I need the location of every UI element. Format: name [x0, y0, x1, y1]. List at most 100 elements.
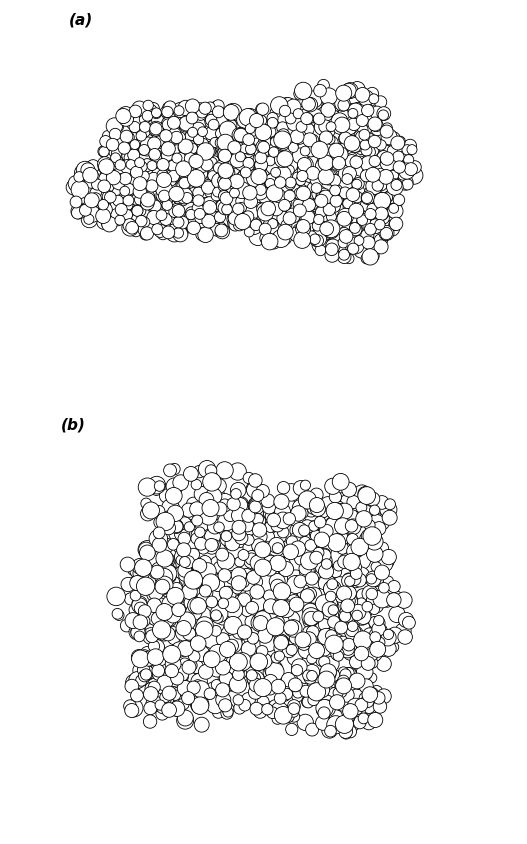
Circle shape	[314, 210, 326, 222]
Circle shape	[387, 179, 399, 191]
Circle shape	[290, 532, 304, 545]
Circle shape	[218, 178, 229, 189]
Circle shape	[296, 221, 310, 236]
Circle shape	[239, 700, 251, 711]
Circle shape	[257, 695, 269, 707]
Circle shape	[230, 596, 248, 614]
Circle shape	[184, 153, 196, 165]
Circle shape	[113, 121, 124, 132]
Circle shape	[306, 723, 318, 736]
Circle shape	[81, 212, 97, 228]
Circle shape	[330, 566, 341, 577]
Circle shape	[275, 166, 291, 182]
Circle shape	[302, 133, 317, 147]
Circle shape	[242, 204, 259, 221]
Circle shape	[237, 111, 253, 128]
Circle shape	[334, 147, 348, 161]
Circle shape	[302, 608, 320, 626]
Circle shape	[190, 695, 209, 713]
Circle shape	[152, 538, 167, 552]
Circle shape	[148, 137, 161, 150]
Circle shape	[209, 574, 220, 584]
Circle shape	[169, 187, 184, 202]
Circle shape	[189, 154, 203, 169]
Circle shape	[269, 187, 279, 197]
Circle shape	[329, 175, 341, 187]
Circle shape	[307, 182, 317, 192]
Circle shape	[296, 94, 309, 106]
Circle shape	[228, 212, 241, 225]
Circle shape	[306, 587, 322, 603]
Circle shape	[211, 224, 223, 236]
Circle shape	[250, 653, 268, 671]
Circle shape	[213, 163, 223, 173]
Circle shape	[382, 123, 393, 133]
Circle shape	[255, 146, 268, 160]
Circle shape	[156, 210, 167, 220]
Circle shape	[281, 689, 292, 700]
Circle shape	[376, 657, 392, 671]
Circle shape	[321, 559, 332, 569]
Circle shape	[147, 160, 157, 170]
Circle shape	[367, 220, 378, 232]
Circle shape	[257, 652, 268, 663]
Circle shape	[259, 135, 271, 148]
Circle shape	[369, 106, 384, 121]
Circle shape	[111, 153, 120, 163]
Circle shape	[294, 88, 306, 100]
Circle shape	[333, 587, 348, 603]
Circle shape	[219, 149, 232, 162]
Circle shape	[387, 592, 401, 607]
Circle shape	[287, 650, 302, 665]
Circle shape	[122, 216, 133, 226]
Circle shape	[226, 120, 237, 131]
Circle shape	[107, 587, 125, 606]
Circle shape	[215, 138, 225, 148]
Circle shape	[232, 527, 246, 541]
Circle shape	[102, 131, 113, 142]
Circle shape	[349, 573, 361, 586]
Circle shape	[175, 566, 188, 579]
Circle shape	[352, 567, 369, 585]
Circle shape	[224, 676, 239, 691]
Circle shape	[321, 103, 335, 117]
Circle shape	[325, 635, 343, 653]
Circle shape	[325, 248, 339, 262]
Circle shape	[274, 640, 290, 656]
Circle shape	[233, 197, 243, 207]
Circle shape	[168, 580, 183, 595]
Circle shape	[337, 586, 352, 601]
Circle shape	[189, 684, 204, 699]
Circle shape	[386, 157, 397, 167]
Circle shape	[245, 227, 254, 237]
Circle shape	[320, 666, 336, 682]
Circle shape	[305, 146, 317, 157]
Circle shape	[330, 185, 340, 196]
Circle shape	[109, 201, 123, 214]
Circle shape	[190, 631, 204, 646]
Circle shape	[120, 619, 133, 632]
Circle shape	[302, 123, 314, 135]
Circle shape	[202, 180, 214, 192]
Circle shape	[148, 610, 163, 625]
Circle shape	[366, 246, 377, 256]
Circle shape	[184, 571, 202, 589]
Circle shape	[397, 175, 413, 190]
Circle shape	[169, 206, 180, 218]
Circle shape	[286, 177, 296, 188]
Circle shape	[382, 511, 397, 525]
Circle shape	[391, 180, 402, 192]
Circle shape	[207, 502, 220, 515]
Circle shape	[318, 155, 334, 170]
Circle shape	[106, 138, 119, 151]
Circle shape	[339, 610, 351, 622]
Circle shape	[278, 601, 295, 618]
Circle shape	[350, 613, 367, 630]
Circle shape	[298, 192, 311, 205]
Circle shape	[204, 528, 220, 544]
Circle shape	[241, 626, 252, 637]
Circle shape	[272, 713, 283, 724]
Circle shape	[157, 172, 172, 187]
Circle shape	[216, 200, 229, 212]
Circle shape	[141, 608, 155, 623]
